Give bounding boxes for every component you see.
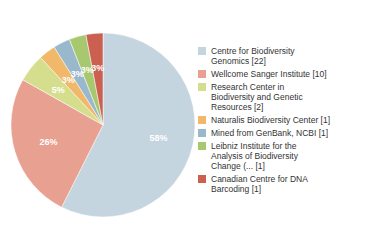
svg-text:5%: 5% (52, 85, 65, 95)
svg-text:3%: 3% (91, 63, 104, 73)
html-text:Mined from GenBank, NCBI [1]: Mined from GenBank, NCBI [1] (211, 128, 329, 138)
html-text:Research Center in Biodiversit: Research Center in Biodiversity and Gene… (211, 82, 303, 112)
svg-text:26%: 26% (39, 137, 57, 147)
html-text:Centre for Biodiversity Genomi: Centre for Biodiversity Genomics [22] (211, 46, 295, 66)
html-text:Wellcome Sanger Institute [10]: Wellcome Sanger Institute [10] (211, 69, 327, 79)
html-text:Naturalis Biodiversity Center: Naturalis Biodiversity Center [1] (211, 115, 330, 125)
svg-text:58%: 58% (149, 133, 167, 143)
html-text:Leibniz Institute for the Anal: Leibniz Institute for the Analysis of Bi… (211, 141, 298, 171)
svg-text:3%: 3% (80, 65, 94, 76)
svg-text:3%: 3% (61, 74, 75, 85)
html-text:Canadian Centre for DNA Barcod: Canadian Centre for DNA Barcoding [1] (211, 174, 308, 194)
svg-text:3%: 3% (70, 69, 84, 80)
